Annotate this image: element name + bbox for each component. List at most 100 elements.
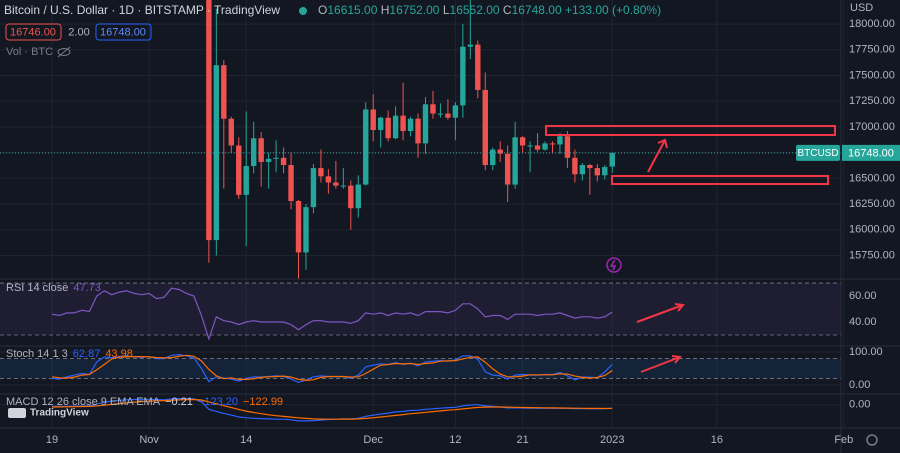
candle-body xyxy=(400,115,406,132)
y-tick-label: 18000.00 xyxy=(849,18,895,30)
marks xyxy=(0,0,841,422)
ohlc-letter: O xyxy=(318,3,327,17)
x-tick-label: Feb xyxy=(834,434,853,446)
legend-part: RSI 14 close xyxy=(6,282,68,294)
y-tick-label: 17250.00 xyxy=(849,95,895,107)
annotation-box xyxy=(545,125,836,136)
candle-body xyxy=(422,104,429,144)
candle-body xyxy=(363,109,369,185)
y-tick-label: 0.00 xyxy=(849,379,870,391)
x-tick-label: 12 xyxy=(449,434,461,446)
candle-body xyxy=(273,157,279,159)
tv-logo xyxy=(8,408,26,418)
candle-body xyxy=(355,184,361,209)
buy-price: 16748.00 xyxy=(100,26,146,38)
ohlc-letter: H xyxy=(381,3,390,17)
annotation-box xyxy=(611,175,829,185)
candle-body xyxy=(490,149,496,166)
logo-text: TradingView xyxy=(30,408,89,419)
buy-box[interactable] xyxy=(95,23,152,41)
candle-body xyxy=(377,117,384,131)
sell-price: 16746.00 xyxy=(10,26,56,38)
symbol-tag xyxy=(796,144,840,161)
candle-body xyxy=(303,207,309,253)
x-tick-label: 14 xyxy=(240,434,252,446)
candle-body xyxy=(609,152,615,167)
candle-body xyxy=(243,166,249,195)
legend-part: −0.21 xyxy=(165,396,193,408)
candles xyxy=(206,0,615,279)
y-tick-label: 17500.00 xyxy=(849,69,895,81)
candle-body xyxy=(504,153,511,185)
symbol-tag-text: BTCUSD xyxy=(797,148,838,159)
legend-part: MACD 12 26 close 9 EMA EMA xyxy=(6,396,161,408)
volume-label: Vol · BTC xyxy=(6,46,53,58)
y-tick-label: 100.00 xyxy=(849,346,883,358)
legend-part: −122.99 xyxy=(243,396,283,408)
y-tick-label: 16000.00 xyxy=(849,224,895,236)
candle-body xyxy=(295,201,302,253)
legend-part: Stoch 14 1 3 xyxy=(6,348,68,360)
legend-part: 43.98 xyxy=(105,348,133,360)
eye-icon[interactable] xyxy=(57,46,71,58)
ohlc-letter: C xyxy=(503,3,512,17)
candle-body xyxy=(602,167,608,176)
y-tick-label: 16500.00 xyxy=(849,172,895,184)
candle-body xyxy=(572,157,578,175)
settings-icon[interactable] xyxy=(866,434,878,446)
grid xyxy=(0,0,845,428)
candle-body xyxy=(527,145,533,147)
candle-body xyxy=(482,89,488,166)
candle-body xyxy=(221,65,227,119)
candle-body xyxy=(415,118,421,144)
candle-body xyxy=(325,176,332,183)
x-tick-label: 19 xyxy=(46,434,58,446)
candle-body xyxy=(288,165,294,202)
y-tick-label: 17000.00 xyxy=(849,121,895,133)
ohlc-value: 16752.00 xyxy=(389,3,439,17)
band-fill xyxy=(0,358,841,379)
candle-body xyxy=(280,157,287,166)
symbol-title: Bitcoin / U.S. Dollar · 1D · BITSTAMP · … xyxy=(4,3,280,17)
indicator-legend: RSI 14 close 47.73 xyxy=(6,282,101,294)
x-tick-label: Dec xyxy=(363,434,383,446)
ohlc-value: 16615.00 xyxy=(327,3,377,17)
y-tick-label: 16250.00 xyxy=(849,198,895,210)
indicator-line xyxy=(51,354,613,382)
candle-body xyxy=(437,113,444,115)
x-tick-label: 21 xyxy=(516,434,528,446)
candle-body xyxy=(250,138,257,167)
legend-part: 47.73 xyxy=(73,282,101,294)
status-dot xyxy=(299,7,307,15)
candle-body xyxy=(564,136,571,158)
lightning-icon[interactable] xyxy=(606,257,622,273)
annotation-arrows xyxy=(636,138,685,373)
candle-body xyxy=(333,182,339,186)
candle-body xyxy=(594,168,601,176)
price-tag xyxy=(842,144,900,161)
candle-body xyxy=(340,185,347,187)
candle-body xyxy=(475,44,481,90)
x-tick-label: Nov xyxy=(139,434,159,446)
candle-body xyxy=(407,118,414,132)
candle-body xyxy=(497,149,503,154)
sell-box[interactable] xyxy=(5,23,62,41)
ohlc-letter: L xyxy=(443,3,450,17)
spread: 2.00 xyxy=(68,26,89,38)
indicator-legend: MACD 12 26 close 9 EMA EMA −0.21 −123.20 −1… xyxy=(6,396,283,408)
candle-body xyxy=(542,143,548,150)
x-tick-label: 16 xyxy=(711,434,723,446)
legend-part: −123.20 xyxy=(198,396,238,408)
candle-body xyxy=(460,46,466,106)
candle-body xyxy=(385,117,391,139)
ohlc-value: 16748.00 xyxy=(512,3,562,17)
candle-body xyxy=(557,136,563,145)
band-fill xyxy=(0,283,841,335)
candle-body xyxy=(370,109,376,131)
candle-body xyxy=(348,185,354,209)
ohlc-value: 16552.00 xyxy=(450,3,500,17)
candle-body xyxy=(392,115,399,139)
y-tick-label: 0.00 xyxy=(849,399,870,411)
candle-body xyxy=(318,168,324,177)
